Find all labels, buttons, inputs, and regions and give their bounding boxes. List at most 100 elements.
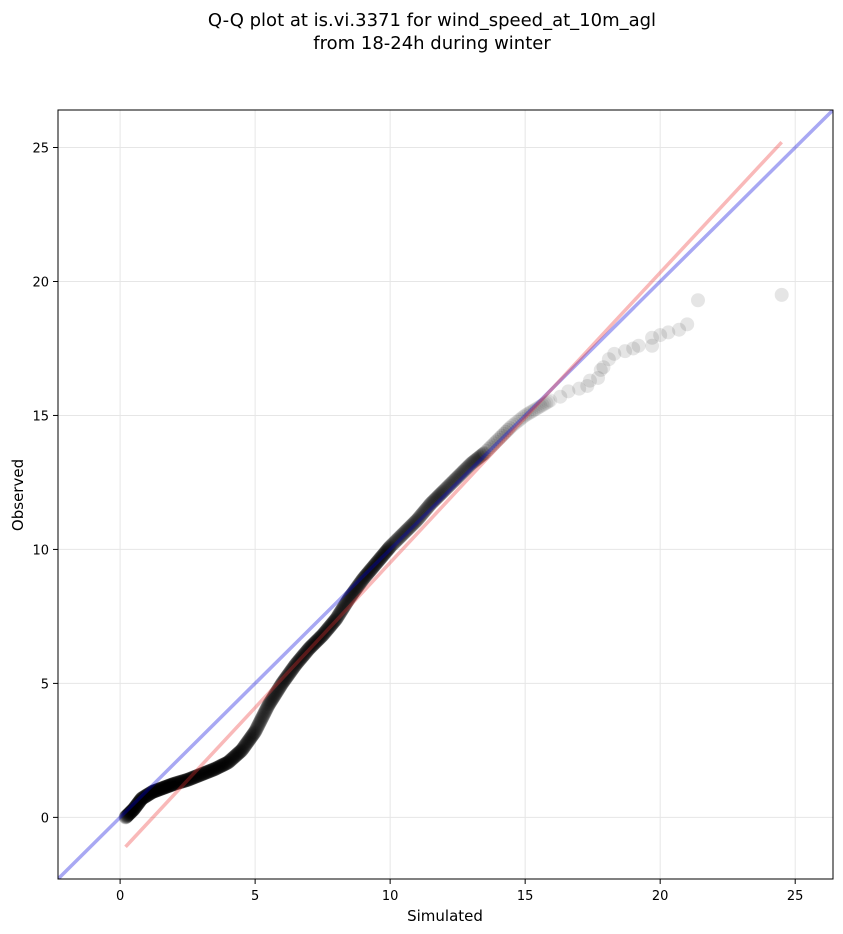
data-point-150 <box>177 773 192 788</box>
data-point-580 <box>411 510 426 525</box>
data-point-697 <box>582 373 597 388</box>
data-point-609 <box>436 484 451 499</box>
data-point-302 <box>256 708 271 723</box>
data-point-364 <box>288 657 303 672</box>
data-point-124 <box>164 777 179 792</box>
data-point-244 <box>226 750 241 765</box>
data-point-478 <box>347 583 362 598</box>
data-point-41 <box>131 796 146 811</box>
data-point-71 <box>142 786 157 801</box>
data-point-22 <box>125 803 140 818</box>
data-point-298 <box>254 712 269 727</box>
data-point-146 <box>175 774 190 789</box>
data-point-23 <box>125 803 140 818</box>
data-point-636 <box>459 461 474 476</box>
data-point-486 <box>351 577 366 592</box>
data-point-274 <box>241 733 256 748</box>
data-point-101 <box>155 781 170 796</box>
data-point-15 <box>123 805 138 820</box>
data-point-313 <box>262 697 277 712</box>
data-point-452 <box>334 603 349 618</box>
data-point-326 <box>268 686 283 701</box>
data-point-211 <box>209 761 224 776</box>
data-point-266 <box>237 739 252 754</box>
data-point-263 <box>236 741 251 756</box>
data-point-265 <box>237 739 252 754</box>
data-point-374 <box>293 651 308 666</box>
data-point-648 <box>469 452 484 467</box>
data-point-186 <box>196 766 211 781</box>
data-point-128 <box>166 777 181 792</box>
data-point-413 <box>314 629 329 644</box>
data-point-205 <box>206 762 221 777</box>
data-point-659 <box>479 444 494 459</box>
data-point-151 <box>178 773 193 788</box>
data-point-166 <box>185 770 200 785</box>
data-point-270 <box>239 736 254 751</box>
data-point-699 <box>593 362 608 377</box>
data-point-512 <box>365 560 380 575</box>
data-point-232 <box>220 755 235 770</box>
data-point-185 <box>195 766 210 781</box>
identity-line <box>58 110 833 879</box>
data-point-159 <box>182 772 197 787</box>
data-point-248 <box>228 748 243 763</box>
data-point-358 <box>285 661 300 676</box>
data-point-384 <box>299 645 314 660</box>
data-point-377 <box>295 649 310 664</box>
data-point-69 <box>141 787 156 802</box>
data-point-198 <box>202 764 217 779</box>
data-point-103 <box>155 781 170 796</box>
data-point-122 <box>163 778 178 793</box>
data-point-649 <box>470 451 485 466</box>
data-point-455 <box>335 601 350 616</box>
data-point-338 <box>275 676 290 691</box>
data-point-525 <box>372 552 387 567</box>
data-point-89 <box>150 783 165 798</box>
data-point-147 <box>175 774 190 789</box>
data-point-55 <box>135 790 150 805</box>
data-point-176 <box>191 768 206 783</box>
data-point-417 <box>316 627 331 642</box>
data-point-3 <box>119 809 134 824</box>
data-point-30 <box>127 800 142 815</box>
x-axis-ticks: 0 5 10 15 20 25 <box>116 879 803 904</box>
data-point-78 <box>145 784 160 799</box>
data-point-521 <box>370 555 385 570</box>
data-point-92 <box>151 782 166 797</box>
data-point-534 <box>376 547 391 562</box>
data-point-418 <box>316 626 331 641</box>
data-point-97 <box>153 781 168 796</box>
data-point-93 <box>151 782 166 797</box>
data-point-460 <box>338 597 353 612</box>
scatter-points <box>118 287 789 825</box>
data-point-199 <box>202 763 217 778</box>
data-point-380 <box>296 647 311 662</box>
data-point-24 <box>125 802 140 817</box>
data-point-315 <box>263 695 278 710</box>
data-point-394 <box>304 639 319 654</box>
data-point-239 <box>223 753 238 768</box>
data-point-20 <box>124 804 139 819</box>
data-point-450 <box>333 605 348 620</box>
data-point-388 <box>301 642 316 657</box>
data-point-706 <box>645 338 660 353</box>
data-point-220 <box>213 759 228 774</box>
reference-lines <box>58 110 833 879</box>
data-point-54 <box>135 791 150 806</box>
data-point-320 <box>265 691 280 706</box>
data-point-631 <box>454 465 469 480</box>
data-point-329 <box>270 683 285 698</box>
data-point-91 <box>150 782 165 797</box>
data-point-322 <box>266 689 281 704</box>
data-point-295 <box>252 715 267 730</box>
data-point-443 <box>329 611 344 626</box>
data-point-563 <box>397 525 412 540</box>
data-point-549 <box>385 537 400 552</box>
data-point-233 <box>220 755 235 770</box>
data-point-564 <box>398 524 413 539</box>
data-point-674 <box>508 416 523 431</box>
data-point-522 <box>370 554 385 569</box>
data-point-353 <box>282 665 297 680</box>
data-point-538 <box>378 544 393 559</box>
